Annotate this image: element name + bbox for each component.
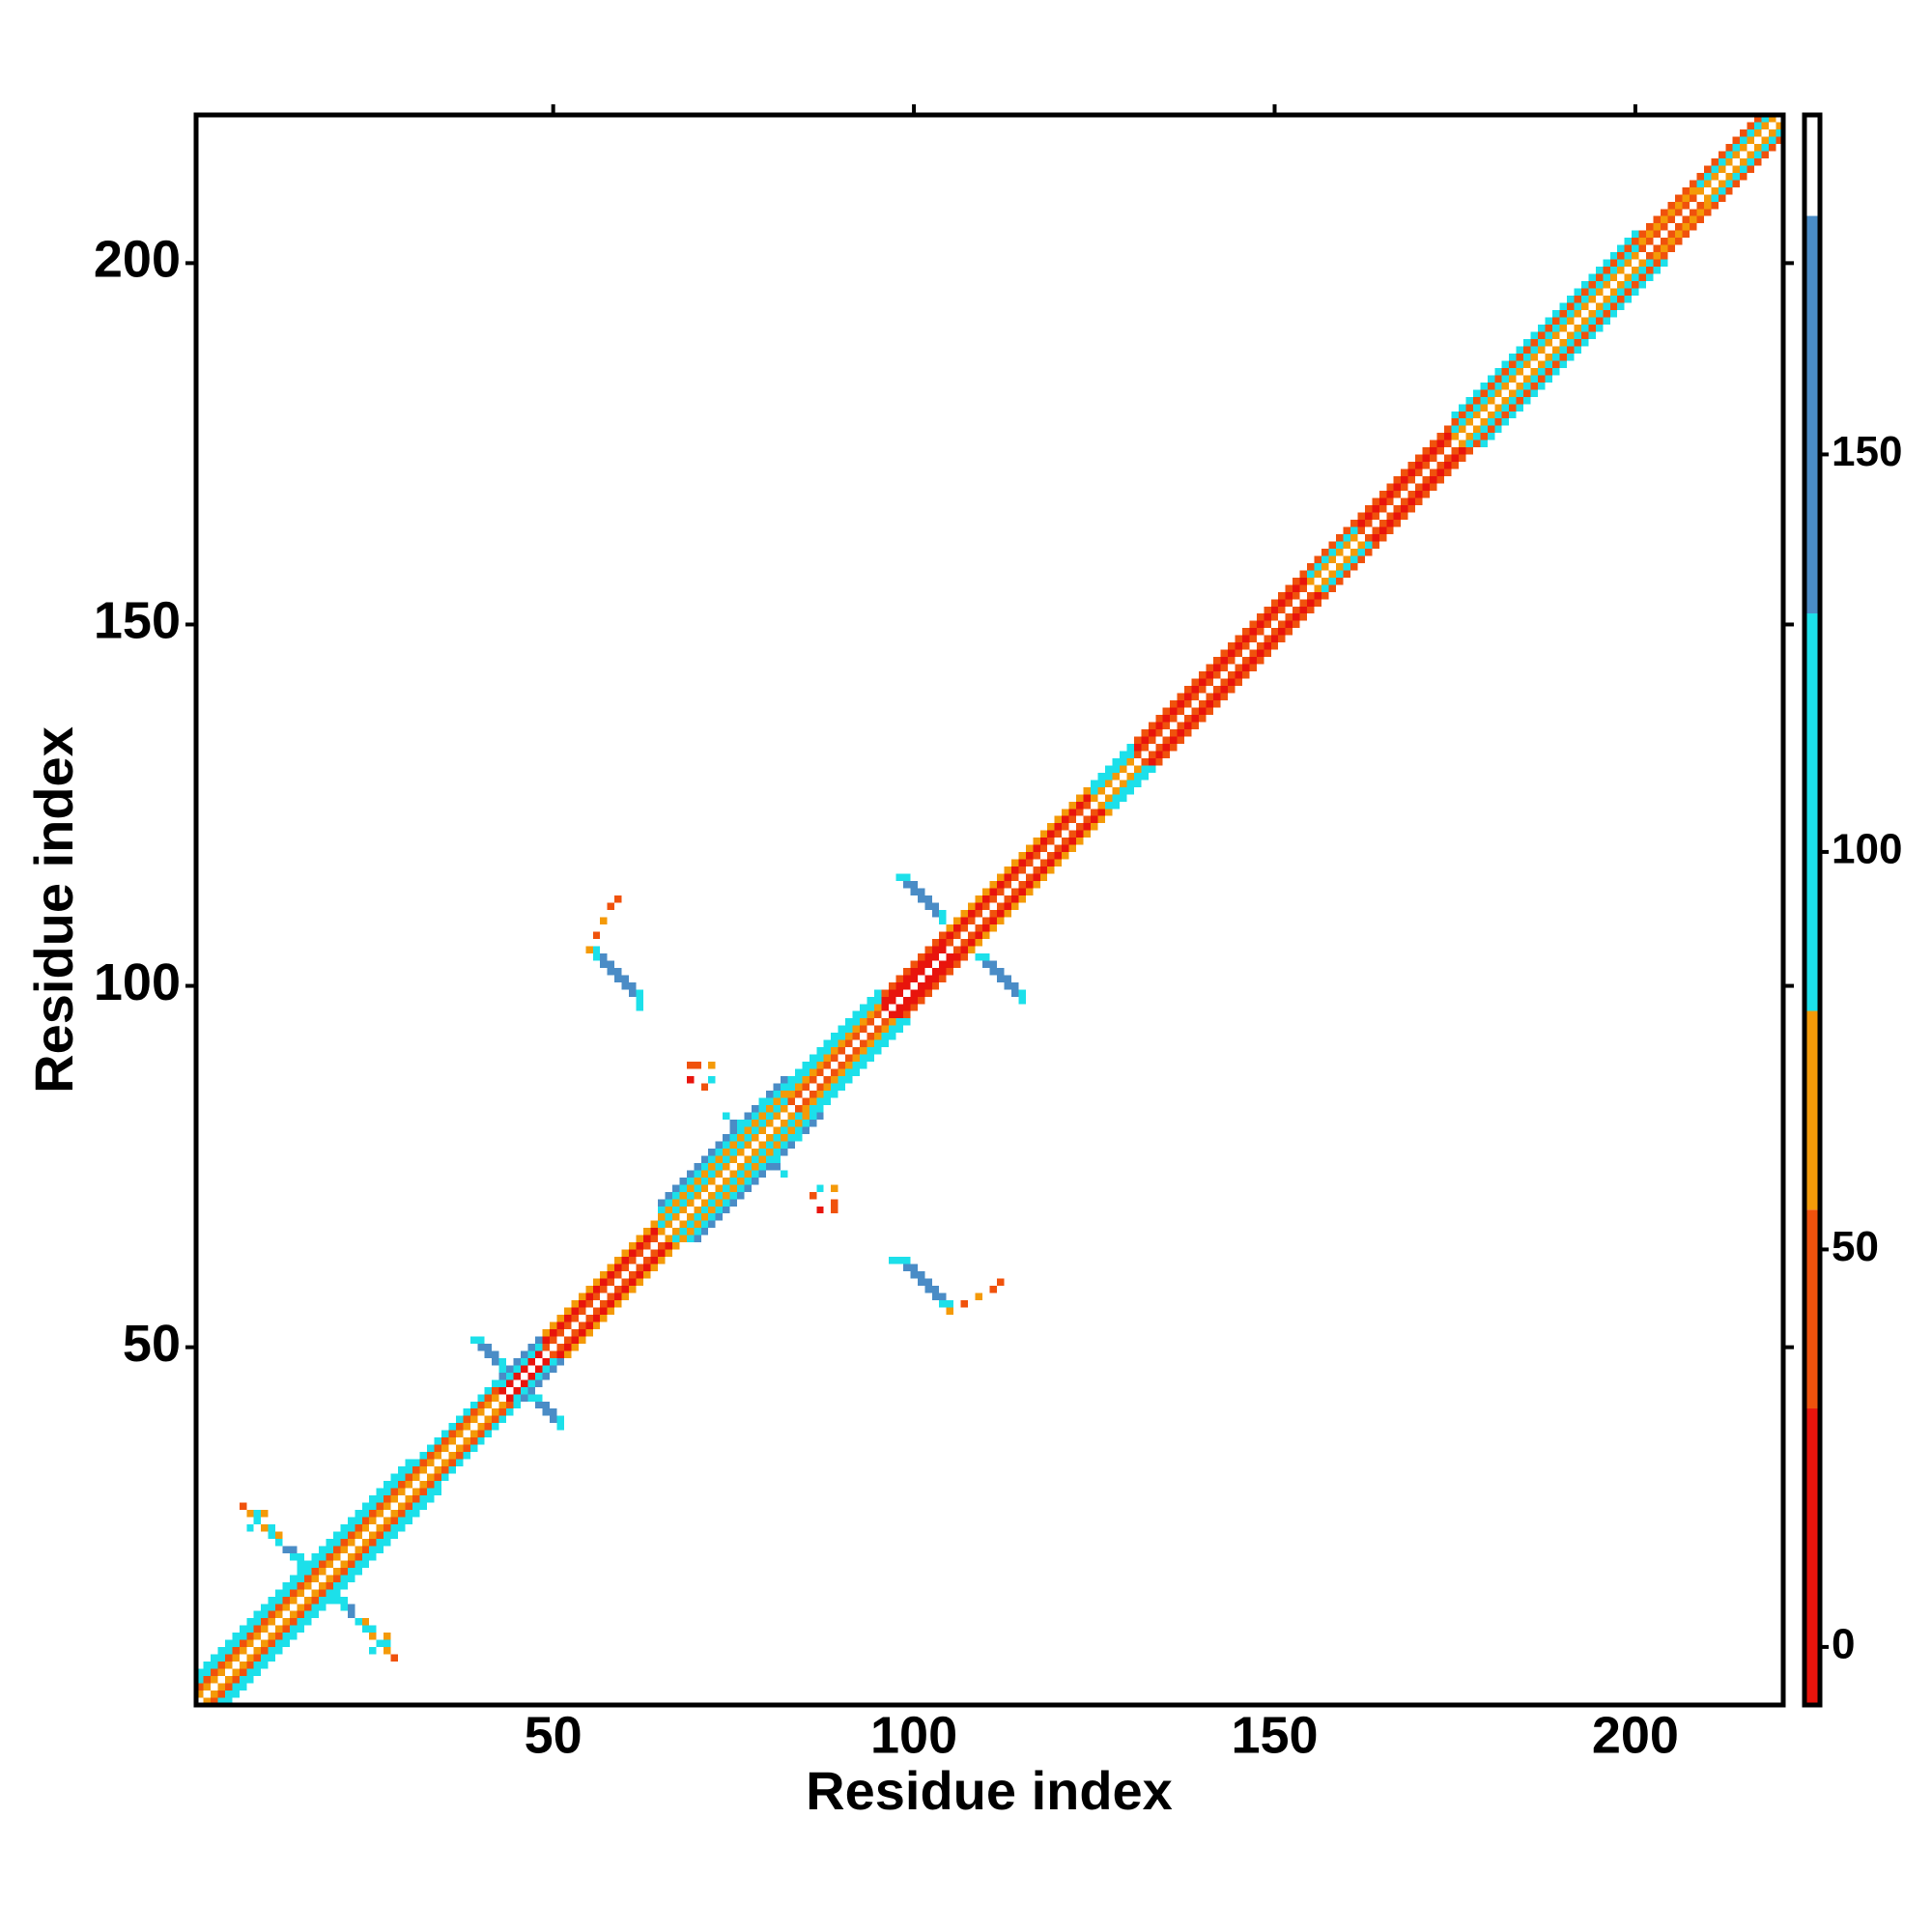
contact-cell [686,1076,824,1214]
contact-run [1451,230,1668,448]
x-axis-label: Residue index [806,1760,1173,1821]
contact-cell [939,910,990,961]
colorbar-segment [1804,1010,1820,1210]
contact-run [542,1220,680,1358]
colorbar-tick-label: 100 [1832,826,1902,873]
contact-run [1451,244,1654,448]
contact-run [657,1083,817,1243]
plot-frame [193,112,1786,1708]
colorbar-segment [1804,1408,1820,1705]
contact-cell [261,1509,391,1640]
x-tick-label: 100 [870,1706,957,1764]
contact-run [1091,743,1156,810]
contact-run [196,1481,420,1705]
contact-run [1357,433,1466,542]
colorbar-tick-label: 150 [1832,428,1902,475]
contact-cell [600,960,940,1301]
contact-cell [600,917,983,1301]
contact-run [1451,252,1647,448]
contact-cell [636,996,903,1264]
contact-run [1451,238,1662,448]
contact-cell [607,967,932,1293]
contact-run [881,946,954,1019]
contact-run [787,989,911,1113]
contact-run [657,1105,795,1243]
contact-run [881,938,961,1019]
contact-run [1133,577,1322,766]
contact-cell [729,1119,781,1171]
contact-cell [290,1552,348,1611]
contact-run [946,786,1113,953]
contact-cell [939,917,983,961]
contact-cell [737,1119,781,1163]
contact-run [1696,115,1783,202]
contact-run [1696,115,1783,202]
contact-run [1357,425,1473,542]
contact-run [1133,570,1329,766]
contact-cell [614,975,925,1287]
y-tick-label: 50 [123,1315,181,1373]
contact-run [1357,440,1459,542]
contact-cell [607,960,940,1293]
colorbar-tick-label: 50 [1832,1223,1879,1270]
contact-cell [484,1350,550,1416]
contact-cell [723,1112,788,1178]
contact-run [657,1076,824,1243]
colorbar-segment [1804,613,1820,1011]
contact-cell [629,989,911,1272]
x-tick-label: 150 [1231,1706,1318,1764]
contact-cell [275,1531,370,1626]
contact-cell [931,910,990,968]
y-tick-label: 150 [94,592,181,650]
contact-run [1638,180,1719,260]
contact-cell [268,1523,377,1634]
contact-run [787,1010,889,1113]
contact-run [1133,584,1315,766]
contact-run [1307,519,1379,592]
contact-run [881,931,969,1019]
contact-cell [297,1560,341,1605]
contact-cell [614,967,932,1287]
contact-cell [636,989,911,1264]
contact-cell [614,895,1005,1287]
contact-cell [498,1365,536,1402]
colorbar-segment [1804,1209,1820,1409]
contact-cell [758,1097,803,1142]
contact-cell [629,981,918,1272]
x-tick-label: 200 [1592,1706,1679,1764]
contact-run [1307,533,1365,592]
contact-run [196,1473,427,1705]
contact-cell [297,1552,348,1605]
contact-cell [765,1097,803,1134]
contact-run [196,1466,435,1705]
contact-cell [686,1062,838,1214]
y-axis-label: Residue index [23,726,84,1094]
colorbar-tick-label: 0 [1832,1621,1855,1668]
contact-cell [708,1062,838,1192]
contact-run [657,1091,810,1243]
contact-run [498,1336,564,1402]
y-tick-label: 100 [94,953,181,1011]
contact-cell [931,902,997,968]
y-tick-label: 200 [94,231,181,289]
contact-cell [492,1357,543,1409]
contact-cell [498,1357,543,1402]
contact-cell [290,1546,355,1611]
colorbar-segment [1804,215,1820,614]
contact-run [946,801,1098,953]
contact-run [542,1235,666,1358]
contact-run [412,1394,507,1489]
contact-cell [492,1350,550,1409]
colorbar-frame [1802,112,1823,1708]
contact-run [412,1379,522,1489]
contact-run [787,1004,896,1113]
colorbar-segment [1804,115,1820,216]
contact-cell [592,952,947,1308]
contact-cell [621,981,918,1279]
x-tick-label: 50 [525,1706,582,1764]
